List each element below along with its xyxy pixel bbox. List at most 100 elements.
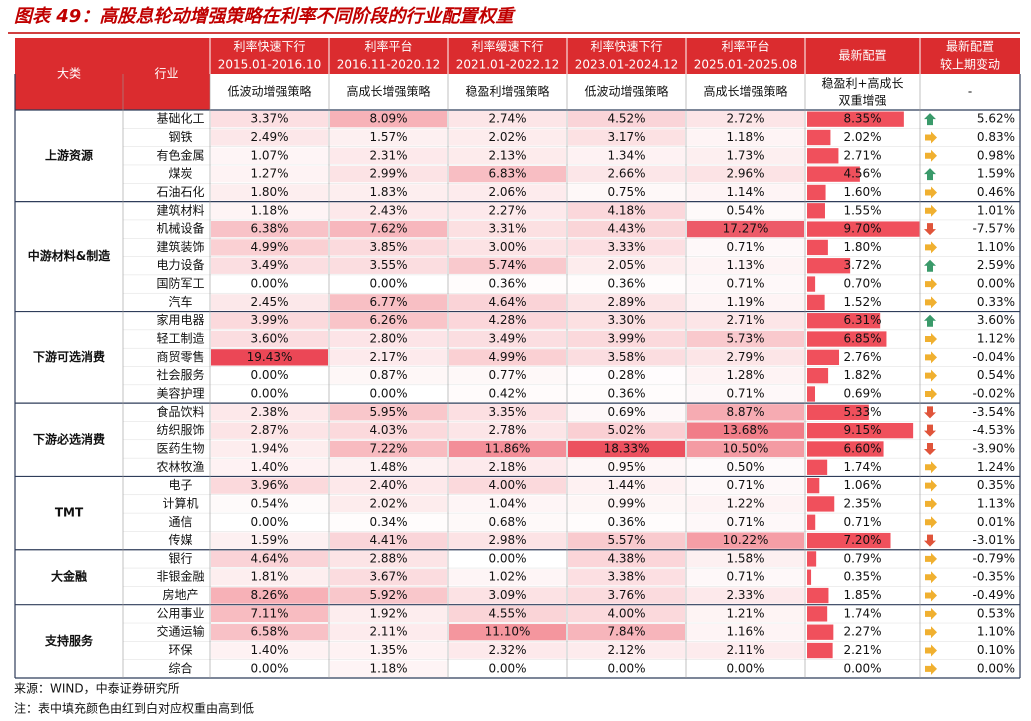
change-arrow: [924, 442, 936, 455]
heat-cell: [687, 514, 804, 531]
weight: 0.00%: [726, 661, 764, 675]
change-arrow: [925, 589, 937, 602]
weight: 2.79%: [726, 350, 764, 364]
header-cell: 高成长增强策略: [703, 84, 787, 99]
heat-cell: [687, 257, 804, 274]
weight: 1.18%: [250, 203, 288, 217]
change: 3.60%: [977, 313, 1015, 327]
heat-cell: [568, 111, 685, 128]
heat-cell: [687, 330, 804, 348]
heat-cell: [687, 550, 804, 568]
weight: 2.71%: [726, 313, 764, 327]
weight: 18.33%: [604, 441, 650, 455]
weight: 0.36%: [607, 387, 645, 401]
change: -0.02%: [973, 387, 1015, 401]
weight: 3.38%: [607, 570, 645, 584]
latest-weight: 1.60%: [843, 185, 881, 199]
header-cell: 2023.01-2024.12: [575, 58, 679, 72]
change-arrow: [925, 351, 937, 364]
weight: 1.58%: [726, 551, 764, 565]
industry: 石油石化: [156, 185, 204, 199]
heat-cell: [211, 349, 328, 366]
weight: 0.00%: [488, 661, 526, 675]
change-arrow: [925, 479, 937, 492]
latest-bar: [807, 551, 817, 567]
weight: 3.55%: [369, 258, 407, 272]
weight: 2.96%: [726, 167, 764, 181]
change-arrow: [925, 278, 937, 291]
heat-cell: [449, 184, 566, 201]
heat-cell: [330, 239, 447, 256]
heat-cell: [449, 294, 566, 311]
weight: 1.83%: [369, 185, 407, 199]
weight: 4.64%: [488, 295, 526, 309]
heat-cell: [211, 532, 328, 549]
weight: 4.55%: [488, 606, 526, 620]
heat-cell: [568, 184, 685, 201]
latest-weight: 1.06%: [843, 478, 881, 492]
weight: 6.26%: [369, 313, 407, 327]
change: -4.53%: [973, 423, 1015, 437]
heat-cell: [449, 330, 566, 348]
latest-bar: [807, 606, 828, 622]
heat-cell: [568, 495, 685, 513]
change-arrow: [925, 626, 937, 639]
change: 1.13%: [977, 496, 1015, 510]
latest-bar: [807, 477, 820, 494]
latest-bar: [807, 569, 812, 585]
header-cell: 利率快速下行: [590, 39, 662, 54]
heat-cell: [330, 275, 447, 293]
change: 0.33%: [977, 295, 1015, 309]
heat-cell: [330, 459, 447, 476]
heat-cell: [449, 569, 566, 586]
weight: 0.00%: [607, 661, 645, 675]
weight: 2.05%: [607, 258, 645, 272]
heat-cell: [568, 422, 685, 439]
heat-cell: [449, 514, 566, 531]
latest-weight: 6.85%: [843, 332, 881, 346]
weight: 1.35%: [369, 643, 407, 657]
latest-bar: [807, 514, 816, 530]
latest-weight: 0.70%: [843, 277, 881, 291]
heat-cell: [687, 440, 804, 458]
weight: 2.13%: [488, 148, 526, 162]
header-cell: 2025.01-2025.08: [694, 58, 798, 72]
heat-cell: [449, 129, 566, 146]
change-arrow: [925, 571, 937, 584]
industry: 食品饮料: [156, 404, 204, 419]
weight: 2.02%: [369, 496, 407, 510]
heat-cell: [330, 184, 447, 201]
weight: 3.37%: [250, 112, 288, 126]
heat-cell: [211, 550, 328, 568]
heat-cell: [330, 220, 447, 238]
latest-bar: [807, 331, 887, 347]
latest-bar: [807, 459, 828, 475]
weight: 1.81%: [250, 570, 288, 584]
weight: 4.28%: [488, 313, 526, 327]
heat-cell: [687, 385, 804, 403]
weight: 2.11%: [369, 625, 407, 639]
weight: 17.27%: [723, 222, 769, 236]
latest-bar: [807, 624, 834, 640]
change-arrow: [925, 296, 937, 309]
heat-cell: [330, 532, 447, 549]
weight: 0.68%: [488, 515, 526, 529]
latest-weight: 1.74%: [843, 460, 881, 474]
weight: 4.00%: [607, 606, 645, 620]
heat-cell: [211, 404, 328, 421]
heat-cell: [330, 587, 447, 604]
latest-bar: [807, 441, 884, 457]
latest-bar: [807, 276, 816, 292]
change-arrow: [925, 131, 937, 144]
heat-cell: [211, 294, 328, 311]
heat-cell: [449, 312, 566, 329]
latest-weight: 7.20%: [843, 533, 881, 547]
heat-cell: [449, 111, 566, 128]
heat-cell: [687, 532, 804, 549]
weight: 0.50%: [726, 460, 764, 474]
heat-cell: [211, 257, 328, 274]
weight: 2.27%: [488, 203, 526, 217]
weight: 0.87%: [369, 368, 407, 382]
weight: 4.99%: [488, 350, 526, 364]
